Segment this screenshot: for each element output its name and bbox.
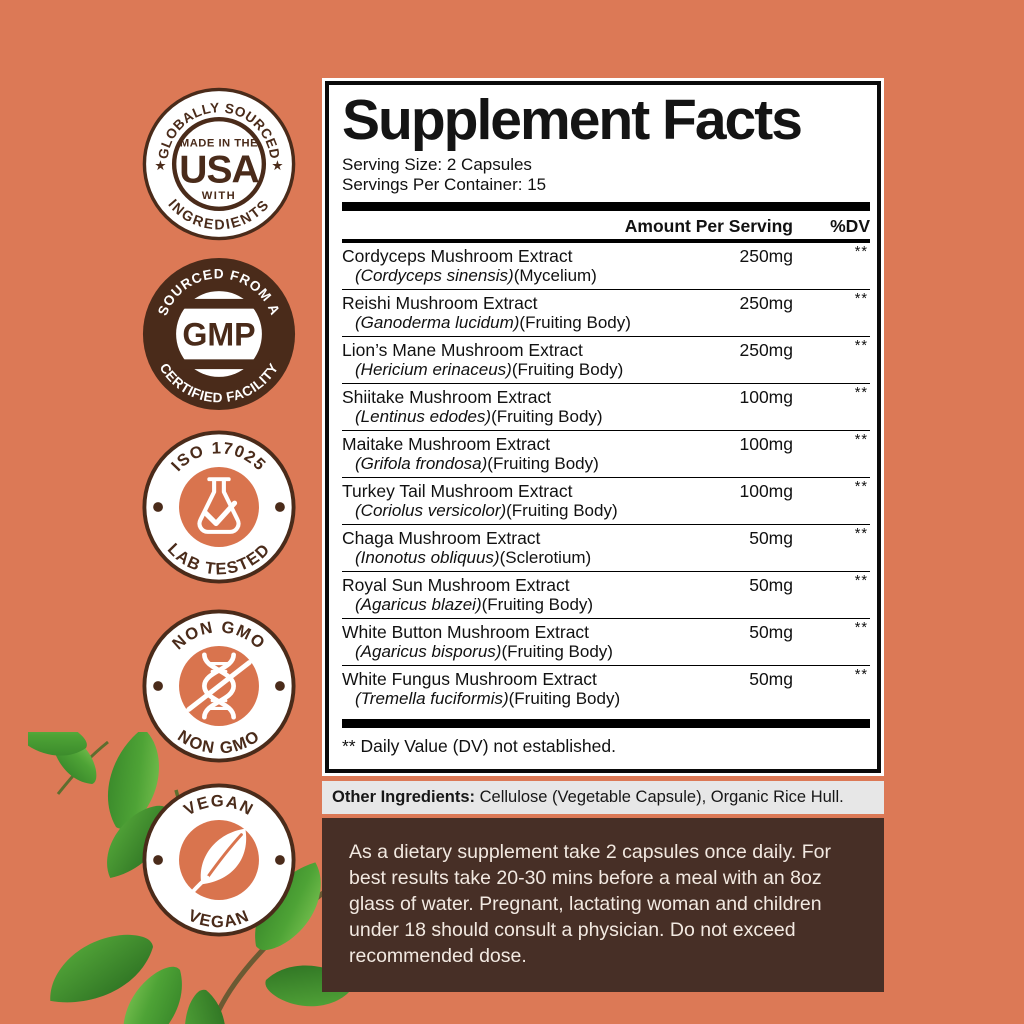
dot-icon bbox=[153, 681, 163, 691]
ingredient-name: White Fungus Mushroom Extract bbox=[342, 668, 597, 689]
directions-box: As a dietary supplement take 2 capsules … bbox=[322, 818, 884, 993]
dot-icon bbox=[275, 681, 285, 691]
ingredient-latin: (Inonotus obliquus)(Sclerotium) bbox=[355, 547, 592, 567]
other-ingredients-value: Cellulose (Vegetable Capsule), Organic R… bbox=[475, 788, 844, 807]
other-ingredients: Other Ingredients: Cellulose (Vegetable … bbox=[322, 781, 884, 815]
ingredient-latin: (Cordyceps sinensis)(Mycelium) bbox=[355, 265, 597, 285]
ingredient-latin: (Coriolus versicolor)(Fruiting Body) bbox=[355, 500, 618, 520]
ingredient-amount: 50mg bbox=[749, 669, 793, 690]
dot-icon bbox=[153, 502, 163, 512]
ingredient-amount: 50mg bbox=[749, 575, 793, 596]
ingredient-amount: 250mg bbox=[739, 340, 793, 361]
badge-non-gmo: NON GMO NON GMO bbox=[142, 609, 296, 763]
gmp-top-stripe bbox=[168, 298, 270, 309]
serving-size: Serving Size: 2 Capsules bbox=[342, 155, 532, 175]
ingredient-name: White Button Mushroom Extract bbox=[342, 621, 590, 642]
ingredient-name: Shiitake Mushroom Extract bbox=[342, 386, 552, 407]
table-row: Shiitake Mushroom Extract (Lentinus edod… bbox=[342, 383, 870, 430]
ingredient-name: Chaga Mushroom Extract bbox=[342, 527, 541, 548]
badge-gmp: GMP SOURCED FROM A CERTIFIED FACILITY bbox=[142, 257, 296, 411]
table-header: Amount Per Serving %DV bbox=[342, 211, 870, 239]
ingredient-name: Lion’s Mane Mushroom Extract bbox=[342, 339, 583, 360]
ingredient-dv: ** bbox=[854, 526, 868, 543]
ingredient-amount: 50mg bbox=[749, 528, 793, 549]
divider-medium bbox=[342, 239, 870, 244]
dot-icon bbox=[275, 855, 285, 865]
table-row: Cordyceps Mushroom Extract (Cordyceps si… bbox=[342, 243, 870, 289]
usa-line2: USA bbox=[179, 149, 259, 192]
ingredient-dv: ** bbox=[854, 385, 868, 402]
ingredient-name: Turkey Tail Mushroom Extract bbox=[342, 480, 573, 501]
ingredient-amount: 100mg bbox=[739, 481, 793, 502]
daily-value-footnote: ** Daily Value (DV) not established. bbox=[342, 736, 616, 757]
supplement-facts-panel: Supplement Facts Serving Size: 2 Capsule… bbox=[322, 78, 884, 777]
ingredient-latin: (Ganoderma lucidum)(Fruiting Body) bbox=[355, 312, 631, 332]
badge-inner-ring bbox=[171, 116, 267, 212]
other-ingredients-label: Other Ingredients: bbox=[332, 788, 476, 807]
table-row: Reishi Mushroom Extract (Ganoderma lucid… bbox=[342, 289, 870, 336]
ingredient-dv: ** bbox=[854, 338, 868, 355]
ingredient-dv: ** bbox=[854, 479, 868, 496]
supplement-facts-inner: Supplement Facts Serving Size: 2 Capsule… bbox=[325, 81, 881, 774]
gmp-bottom-stripe bbox=[168, 359, 270, 370]
ingredient-dv: ** bbox=[854, 244, 868, 261]
ingredient-amount: 250mg bbox=[739, 293, 793, 314]
leaf-icon bbox=[187, 828, 247, 898]
ingredient-latin: (Tremella fuciformis)(Fruiting Body) bbox=[355, 688, 621, 708]
table-row: Royal Sun Mushroom Extract (Agaricus bla… bbox=[342, 571, 870, 618]
panel-title: Supplement Facts bbox=[342, 88, 803, 152]
ingredient-amount: 50mg bbox=[749, 622, 793, 643]
star-icon: ★ bbox=[271, 158, 283, 173]
gmp-center-circle bbox=[176, 291, 262, 377]
ingredient-latin: (Grifola frondosa)(Fruiting Body) bbox=[355, 453, 599, 473]
table-row: Lion’s Mane Mushroom Extract (Hericium e… bbox=[342, 336, 870, 383]
ingredient-latin: (Lentinus edodes)(Fruiting Body) bbox=[355, 406, 603, 426]
ingredient-amount: 100mg bbox=[739, 387, 793, 408]
ingredient-name: Cordyceps Mushroom Extract bbox=[342, 245, 573, 266]
divider-thick bbox=[342, 719, 870, 729]
table-row: White Fungus Mushroom Extract (Tremella … bbox=[342, 665, 870, 712]
ingredient-latin: (Agaricus blazei)(Fruiting Body) bbox=[355, 594, 594, 614]
ingredient-dv: ** bbox=[854, 291, 868, 308]
table-row: Turkey Tail Mushroom Extract (Coriolus v… bbox=[342, 477, 870, 524]
gmp-text: GMP bbox=[182, 317, 255, 353]
badge-iso-lab-tested: ISO 17025 LAB TESTED bbox=[142, 430, 296, 584]
ingredient-rows: Cordyceps Mushroom Extract (Cordyceps si… bbox=[342, 243, 870, 712]
ingredient-dv: ** bbox=[854, 432, 868, 449]
ingredient-name: Royal Sun Mushroom Extract bbox=[342, 574, 570, 595]
star-icon: ★ bbox=[154, 158, 166, 173]
divider-thick bbox=[342, 202, 870, 212]
ingredient-name: Reishi Mushroom Extract bbox=[342, 292, 538, 313]
ingredient-latin: (Hericium erinaceus)(Fruiting Body) bbox=[355, 359, 624, 379]
table-row: Maitake Mushroom Extract (Grifola frondo… bbox=[342, 430, 870, 477]
ingredient-latin: (Agaricus bisporus)(Fruiting Body) bbox=[355, 641, 613, 661]
ingredient-dv: ** bbox=[854, 573, 868, 590]
usa-line1: MADE IN THE bbox=[180, 137, 258, 149]
column-header-amount: Amount Per Serving bbox=[624, 216, 793, 237]
ingredient-amount: 250mg bbox=[739, 246, 793, 267]
badge-made-in-usa: GLOBALLY SOURCED INGREDIENTS ★ ★ MADE IN… bbox=[142, 87, 296, 241]
servings-per-container: Servings Per Container: 15 bbox=[342, 175, 547, 195]
flask-check-icon bbox=[197, 477, 241, 534]
usa-line3: WITH bbox=[202, 190, 236, 202]
dna-crossed-icon bbox=[186, 652, 252, 720]
dot-icon bbox=[275, 502, 285, 512]
ingredient-name: Maitake Mushroom Extract bbox=[342, 433, 551, 454]
ingredient-dv: ** bbox=[854, 667, 868, 684]
table-row: Chaga Mushroom Extract (Inonotus obliquu… bbox=[342, 524, 870, 571]
table-row: White Button Mushroom Extract (Agaricus … bbox=[342, 618, 870, 665]
dot-icon bbox=[153, 855, 163, 865]
badge-vegan: VEGAN VEGAN bbox=[142, 783, 296, 937]
label-column: Supplement Facts Serving Size: 2 Capsule… bbox=[322, 78, 884, 993]
column-header-dv: %DV bbox=[830, 216, 870, 237]
directions-text: As a dietary supplement take 2 capsules … bbox=[349, 841, 831, 968]
ingredient-dv: ** bbox=[854, 620, 868, 637]
ingredient-amount: 100mg bbox=[739, 434, 793, 455]
